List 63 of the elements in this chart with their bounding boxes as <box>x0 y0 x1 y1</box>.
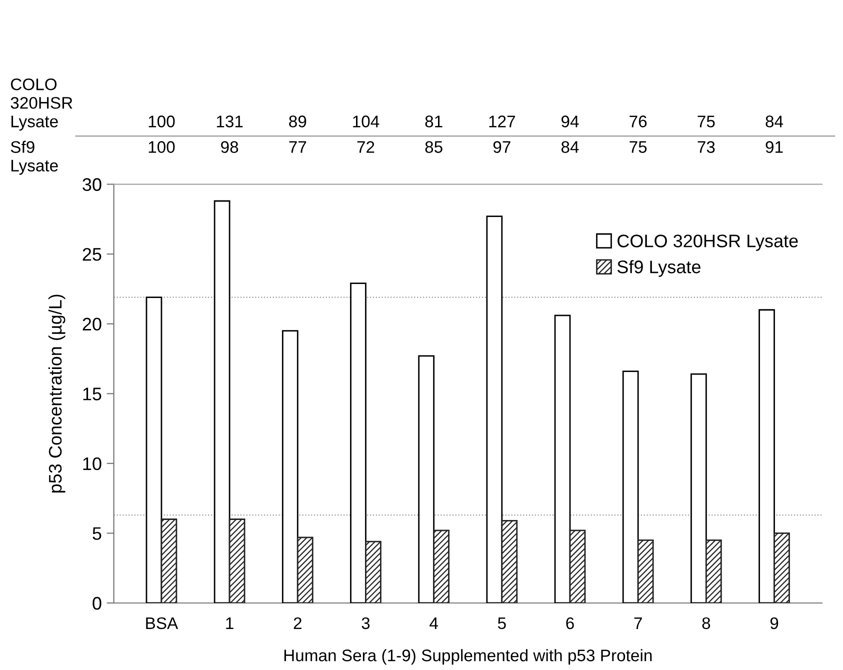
text: COLO 320HSR Lysate <box>10 78 72 131</box>
text: 97 <box>493 141 510 153</box>
text: 127 <box>489 116 515 128</box>
text: 100 <box>148 116 175 128</box>
bar <box>569 530 586 603</box>
x-tick-label: 3 <box>362 617 370 630</box>
x-tick-label: 5 <box>498 618 506 630</box>
legend-label: Sf9 Lysate <box>617 260 700 277</box>
bar <box>365 540 382 603</box>
text: 131 <box>216 116 243 128</box>
x-tick-label: 9 <box>770 617 778 630</box>
bar <box>486 216 503 603</box>
text: 77 <box>289 141 306 153</box>
text: 89 <box>289 116 306 128</box>
bar <box>622 370 639 603</box>
x-axis-title: Human Sera (1-9) Supplemented with p53 Protein <box>284 649 652 665</box>
text: 94 <box>562 116 579 128</box>
text: 98 <box>221 141 238 153</box>
text: 76 <box>630 116 647 128</box>
bar <box>214 200 230 603</box>
bar <box>705 539 722 603</box>
text: 84 <box>561 141 579 153</box>
bar <box>433 530 450 603</box>
bar <box>282 330 298 603</box>
y-tick-label: 30 <box>82 178 102 191</box>
text: 85 <box>425 141 442 153</box>
y-tick-label: 15 <box>83 388 102 400</box>
text: Sf9 Lysate <box>10 140 58 175</box>
bar <box>774 532 790 603</box>
y-tick-label: 25 <box>82 248 102 261</box>
legend-label: COLO 320HSR Lysate <box>618 234 798 251</box>
x-tick-label: BSA <box>146 617 178 630</box>
x-tick-label: 7 <box>634 618 642 629</box>
text: 91 <box>766 141 783 153</box>
bar <box>758 309 775 603</box>
text: 84 <box>766 116 784 128</box>
x-tick-label: 8 <box>702 617 710 630</box>
y-tick-label: 20 <box>82 318 102 331</box>
bar <box>160 518 178 603</box>
y-tick-label: 10 <box>83 457 102 470</box>
bar <box>418 355 435 603</box>
bar <box>554 314 571 603</box>
y-axis-title: p53 Concentration (µg/L) <box>48 294 66 493</box>
text: 75 <box>630 141 647 153</box>
y-tick-label: 5 <box>92 527 102 540</box>
text: 75 <box>698 116 715 128</box>
bar <box>690 373 707 603</box>
bar <box>146 296 162 603</box>
y-tick-label: 0 <box>92 596 102 610</box>
x-tick-label: 2 <box>294 617 302 629</box>
x-tick-label: 6 <box>566 617 574 630</box>
text: 104 <box>353 116 380 128</box>
x-tick-label: 1 <box>226 618 234 629</box>
bar <box>296 536 314 603</box>
bar <box>501 520 518 603</box>
text: 72 <box>357 141 374 153</box>
bar <box>228 518 246 603</box>
text: 73 <box>698 141 715 153</box>
bar <box>350 282 366 603</box>
x-tick-label: 4 <box>430 618 438 629</box>
text: 81 <box>425 116 442 128</box>
text: 100 <box>148 141 175 153</box>
bar <box>637 539 654 603</box>
